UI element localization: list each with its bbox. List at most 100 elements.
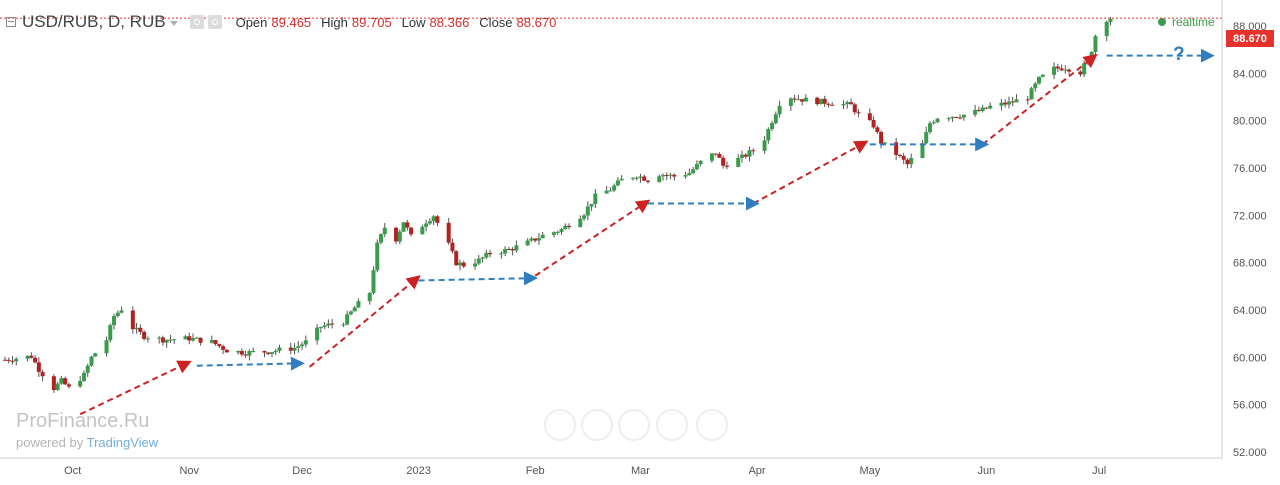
scroll-right-icon xyxy=(696,409,728,441)
gear-icon[interactable] xyxy=(207,15,222,29)
candle-body xyxy=(751,150,756,152)
candle-body xyxy=(803,97,808,102)
red-trend-arrow xyxy=(308,275,421,368)
x-tick-label: 2023 xyxy=(406,465,430,477)
candle-body xyxy=(615,180,620,186)
candle-body xyxy=(668,174,673,176)
candle-body xyxy=(1010,101,1015,103)
candle-body xyxy=(266,352,271,354)
candle-body xyxy=(529,238,534,241)
candle-body xyxy=(608,190,613,192)
candle-body xyxy=(687,173,692,176)
candle-body xyxy=(3,359,7,361)
candle-body xyxy=(341,324,346,326)
y-tick-label: 72.000 xyxy=(1233,210,1267,222)
candle-body xyxy=(927,123,932,133)
x-tick-label: Oct xyxy=(64,465,81,477)
candle-body xyxy=(59,378,64,384)
candle-body xyxy=(130,310,135,330)
chart-header: USD/RUB, D, RUB Open 89.465 High 89.705 … xyxy=(6,11,556,33)
low-label: Low xyxy=(401,14,426,30)
red-trend-arrow xyxy=(752,140,869,205)
candle-body xyxy=(897,154,902,156)
candle-body xyxy=(40,371,45,377)
candle-body xyxy=(950,116,955,119)
candle-body xyxy=(187,336,192,341)
candle-body xyxy=(845,102,850,105)
plot-area xyxy=(0,0,1222,458)
reset-icon xyxy=(656,409,688,441)
candle-body xyxy=(533,238,538,241)
candle-body xyxy=(585,206,590,216)
candle-body xyxy=(356,301,361,308)
candle-body xyxy=(394,227,399,242)
candle-body xyxy=(1082,63,1087,75)
candle-body xyxy=(375,242,380,271)
candle-body xyxy=(1025,99,1030,101)
candle-body xyxy=(555,231,560,233)
candle-body xyxy=(642,176,647,181)
candle-body xyxy=(630,177,635,179)
candle-body xyxy=(638,176,643,178)
candle-body xyxy=(89,356,94,366)
candle-body xyxy=(593,193,598,204)
y-tick-label: 56.000 xyxy=(1233,400,1267,412)
candle-body xyxy=(871,120,876,128)
candle-body xyxy=(25,355,30,359)
candle-body xyxy=(946,118,951,120)
low-value: 88.366 xyxy=(429,14,470,30)
candle-body xyxy=(1067,69,1072,72)
y-tick-label: 60.000 xyxy=(1233,352,1267,364)
candle-body xyxy=(405,222,410,228)
candle-body xyxy=(901,155,906,160)
candle-body xyxy=(138,327,143,332)
candle-body xyxy=(909,157,914,165)
candle-body xyxy=(194,337,199,339)
candle-body xyxy=(382,227,387,235)
candle-body xyxy=(739,154,744,158)
candle-body xyxy=(747,150,752,157)
eye-icon[interactable] xyxy=(189,15,204,29)
candle-body xyxy=(480,257,485,259)
tradingview-link[interactable]: TradingView xyxy=(86,435,159,450)
candle-body xyxy=(367,292,372,302)
candle-body xyxy=(427,221,432,224)
candle-body xyxy=(661,175,666,177)
candle-body xyxy=(1014,99,1019,103)
candle-body xyxy=(664,175,669,177)
candle-body xyxy=(1093,36,1098,52)
chart-navigation xyxy=(544,409,728,441)
candle-body xyxy=(984,107,989,109)
candle-body xyxy=(352,307,357,312)
x-tick-label: Feb xyxy=(526,465,545,477)
realtime-indicator: realtime xyxy=(1158,15,1215,29)
candle-body xyxy=(379,234,384,243)
candle-body xyxy=(29,355,34,358)
candle-body xyxy=(473,263,478,267)
candle-body xyxy=(168,339,173,341)
candle-body xyxy=(157,337,162,339)
close-value: 88.670 xyxy=(516,14,557,30)
candles xyxy=(3,16,1113,393)
candle-body xyxy=(988,105,993,109)
symbol-title[interactable]: USD/RUB, D, RUB xyxy=(22,12,166,31)
candle-body xyxy=(172,339,177,341)
candle-body xyxy=(435,216,440,223)
candle-body xyxy=(104,340,109,354)
collapse-icon[interactable] xyxy=(6,17,16,27)
candle-body xyxy=(1104,21,1109,37)
chevron-down-icon[interactable] xyxy=(169,20,178,26)
candle-body xyxy=(160,337,165,343)
candle-body xyxy=(875,127,880,132)
candle-body xyxy=(424,223,429,227)
candle-body xyxy=(476,258,481,264)
y-tick-label: 64.000 xyxy=(1233,305,1267,317)
candle-body xyxy=(345,314,350,325)
candle-body xyxy=(567,225,572,228)
candle-body xyxy=(322,325,327,327)
candle-body xyxy=(713,153,718,155)
candle-body xyxy=(55,383,60,391)
candle-body xyxy=(961,114,966,118)
candle-body xyxy=(457,262,462,266)
